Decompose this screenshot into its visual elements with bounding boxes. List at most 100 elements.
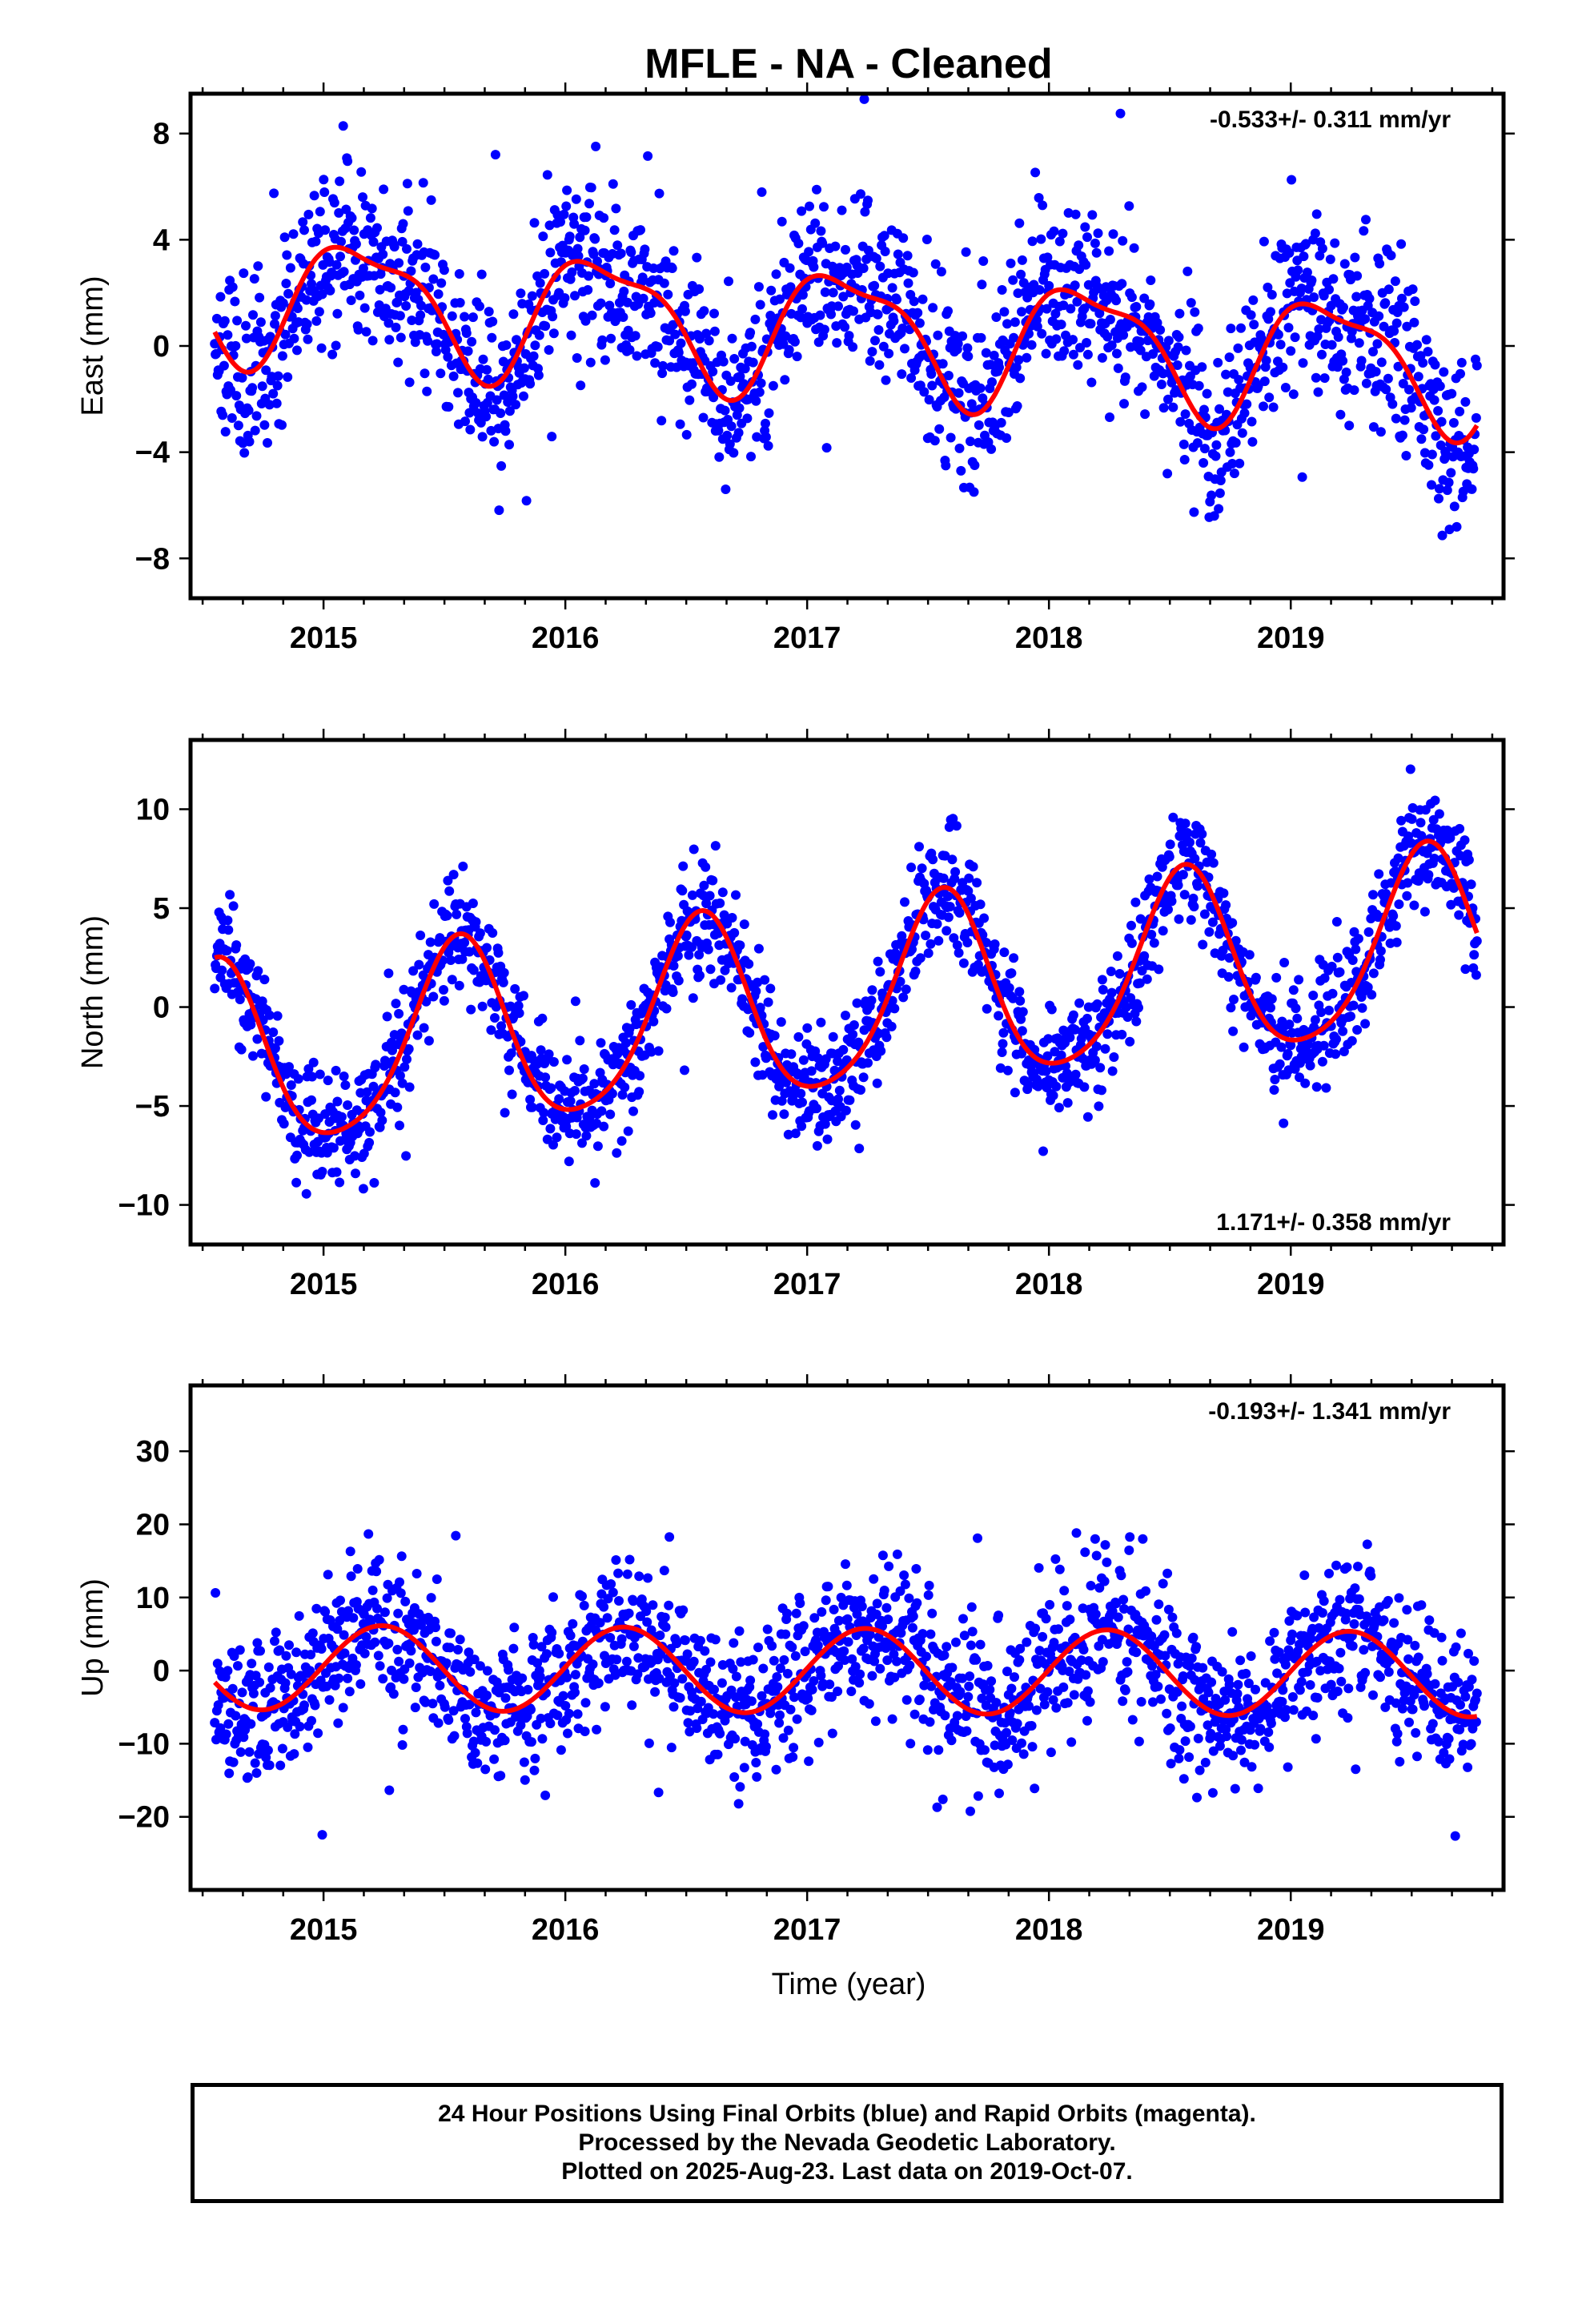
- up-data-point: [310, 1700, 320, 1711]
- east-data-point: [404, 377, 415, 388]
- up-data-point: [338, 1703, 348, 1713]
- up-data-point: [1123, 1624, 1134, 1634]
- up-data-point: [1147, 1661, 1158, 1671]
- east-data-point: [966, 399, 977, 409]
- north-data-point: [425, 937, 436, 947]
- north-data-point: [1173, 880, 1183, 891]
- east-data-point: [218, 410, 228, 420]
- east-data-point: [277, 420, 287, 430]
- up-data-point: [973, 1533, 982, 1543]
- north-data-point: [1106, 967, 1116, 976]
- north-data-point: [834, 1085, 845, 1096]
- east-data-point: [516, 288, 526, 299]
- up-data-point: [529, 1765, 540, 1775]
- up-data-point: [622, 1569, 632, 1579]
- east-data-point: [860, 207, 870, 217]
- up-data-point: [926, 1681, 937, 1691]
- north-y-tick-label: −5: [135, 1090, 170, 1124]
- up-data-point: [926, 1629, 936, 1639]
- north-data-point: [1279, 1118, 1289, 1128]
- east-data-point: [1310, 228, 1320, 239]
- up-data-point: [1116, 1570, 1126, 1581]
- up-data-point: [616, 1634, 627, 1644]
- north-data-point: [1353, 934, 1363, 944]
- north-data-point: [915, 953, 926, 963]
- up-data-point: [523, 1684, 533, 1695]
- north-data-point: [938, 873, 949, 883]
- east-data-point: [1356, 356, 1367, 366]
- east-data-point: [292, 304, 303, 313]
- north-data-point: [816, 1017, 826, 1027]
- north-data-point: [443, 875, 453, 886]
- up-data-point: [753, 1719, 763, 1729]
- east-data-point: [1442, 485, 1452, 496]
- east-data-point: [1280, 383, 1291, 392]
- north-data-point: [210, 983, 220, 994]
- east-data-point: [1298, 358, 1308, 368]
- east-data-point: [1253, 381, 1263, 392]
- east-data-point: [1437, 530, 1447, 541]
- up-data-point: [346, 1571, 356, 1582]
- north-data-point: [1144, 874, 1154, 884]
- up-data-point: [1017, 1738, 1026, 1748]
- up-data-point: [333, 1718, 343, 1728]
- up-data-point: [481, 1736, 492, 1747]
- up-data-point: [740, 1736, 750, 1747]
- up-data-point: [482, 1691, 492, 1700]
- north-data-point: [570, 996, 580, 1007]
- east-data-point: [1082, 349, 1093, 360]
- east-data-point: [828, 287, 838, 298]
- north-data-point: [1134, 978, 1145, 988]
- east-data-point: [488, 316, 498, 327]
- up-data-point: [339, 1648, 350, 1659]
- east-data-point: [961, 247, 971, 257]
- north-data-point: [245, 959, 255, 969]
- east-data-point: [463, 346, 473, 356]
- north-data-point: [301, 1188, 311, 1199]
- up-data-point: [823, 1582, 833, 1592]
- up-data-point: [665, 1671, 675, 1682]
- up-data-point: [967, 1626, 978, 1637]
- up-data-point: [351, 1660, 361, 1670]
- up-data-point: [1050, 1554, 1061, 1564]
- east-data-point: [508, 391, 518, 401]
- north-data-point: [1002, 1065, 1013, 1076]
- east-data-point: [1335, 409, 1346, 420]
- up-data-point: [1138, 1534, 1148, 1544]
- north-data-point: [776, 1017, 786, 1027]
- east-data-point: [1192, 438, 1203, 448]
- up-data-point: [788, 1752, 798, 1762]
- east-data-point: [1120, 372, 1130, 383]
- east-data-point: [1455, 406, 1465, 416]
- east-data-point: [1213, 357, 1223, 368]
- north-data-point: [1082, 1112, 1093, 1122]
- east-data-point: [407, 316, 417, 325]
- north-data-point: [963, 886, 974, 896]
- up-data-point: [462, 1728, 472, 1739]
- east-data-point: [1383, 284, 1394, 295]
- up-data-point: [335, 1595, 345, 1606]
- east-data-point: [709, 326, 720, 336]
- north-data-point: [688, 993, 698, 1003]
- north-data-point: [634, 1087, 644, 1097]
- north-data-point: [680, 1065, 689, 1076]
- up-data-point: [400, 1596, 411, 1606]
- east-data-point: [584, 199, 594, 209]
- east-data-point: [1268, 402, 1279, 412]
- north-data-point: [949, 933, 959, 943]
- north-data-point: [701, 899, 712, 909]
- east-data-point: [856, 189, 865, 199]
- east-data-point: [1070, 280, 1080, 291]
- up-data-point: [991, 1698, 1002, 1708]
- east-data-point: [1016, 269, 1026, 279]
- north-data-point: [382, 1011, 392, 1022]
- up-data-point: [579, 1600, 589, 1610]
- up-data-point: [951, 1637, 961, 1647]
- up-data-point: [367, 1585, 378, 1595]
- up-data-point: [1038, 1631, 1048, 1642]
- east-data-point: [1434, 484, 1444, 494]
- up-data-point: [675, 1693, 685, 1703]
- up-data-point: [709, 1709, 719, 1719]
- east-data-point: [994, 362, 1004, 372]
- east-data-point: [490, 150, 500, 160]
